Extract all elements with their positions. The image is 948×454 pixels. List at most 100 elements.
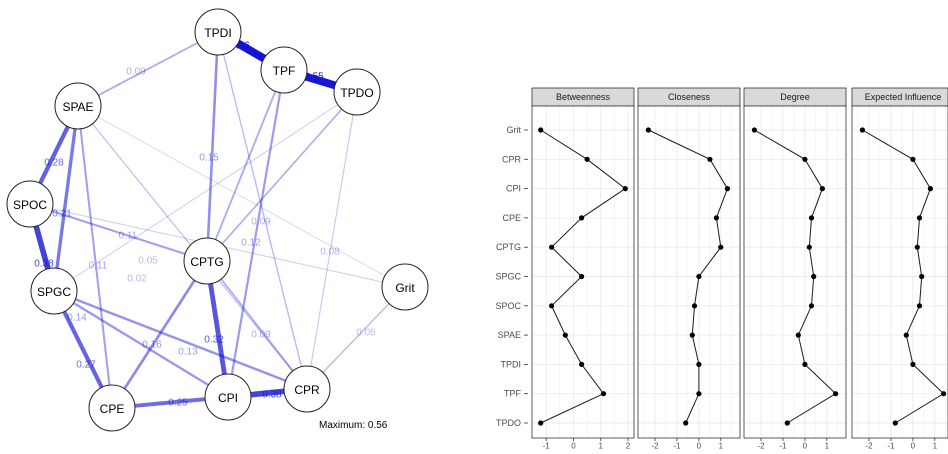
y-tick-label: CPI <box>506 184 521 194</box>
edge-label-cptg-cpr: 0.09 <box>251 330 271 341</box>
data-point <box>914 244 920 250</box>
node-label: CPE <box>100 402 125 416</box>
y-tick-label: SPOC <box>495 301 521 311</box>
edge-label-cptg-cpi: 0.32 <box>204 335 224 346</box>
edge-spae-spgc <box>52 105 80 292</box>
edge-label-grit-cpr: 0.06 <box>356 328 376 339</box>
node-label: SPGC <box>37 285 71 299</box>
x-tick-label: 0 <box>911 442 916 451</box>
edge-spae-cpe <box>76 105 114 409</box>
node-circle <box>194 8 242 56</box>
node-spae: SPAE <box>54 82 102 130</box>
panel-title: Closeness <box>668 92 711 102</box>
panel-background <box>852 106 948 438</box>
data-point <box>579 273 585 280</box>
data-point <box>579 215 585 221</box>
data-point <box>718 244 724 250</box>
x-tick-label: -2 <box>757 442 765 451</box>
edge-label-tpf-cpi: 0.12 <box>241 238 261 249</box>
data-point <box>600 391 607 397</box>
panel-background <box>532 106 634 438</box>
node-label: SPOC <box>13 198 47 212</box>
node-label: Grit <box>395 281 415 295</box>
edge-cptg-cpr <box>206 260 308 390</box>
panel-border <box>637 105 741 439</box>
data-point <box>562 332 568 338</box>
node-circle <box>333 68 381 116</box>
edge-grit-cpr <box>306 286 406 390</box>
edge-label-spoc-cptg: 0.11 <box>119 231 138 242</box>
edge-label-spae-spgc: 0.21 <box>52 209 72 220</box>
node-cptg: CPTG <box>183 237 231 285</box>
data-point <box>859 127 866 133</box>
node-label: TPF <box>273 64 296 78</box>
data-point <box>808 303 815 309</box>
data-point <box>916 303 923 309</box>
data-point <box>903 332 909 338</box>
edge-tpf-cpi <box>226 69 286 398</box>
node-tpdo: TPDO <box>333 68 381 116</box>
data-point <box>919 273 925 280</box>
node-circle <box>204 373 252 421</box>
data-point <box>724 186 731 192</box>
centrality-plot: Grit CPR CPI CPE CPTG SPGC SPOC SPAE TPDI TPF TPDO… <box>495 87 948 451</box>
data-point <box>811 273 817 280</box>
panel-border <box>851 105 948 439</box>
panel-expected-influence: Expected Influence -2 -1 0 1 <box>851 87 948 451</box>
edge-tpdi-spae <box>77 31 219 107</box>
node-circle <box>6 180 54 228</box>
x-tick-label: -2 <box>651 442 659 451</box>
data-point <box>696 391 702 397</box>
panel-border <box>743 105 847 439</box>
node-circle <box>183 237 231 285</box>
y-tick-label: TPDO <box>496 418 521 428</box>
maximum-label: Maximum: 0.56 <box>319 420 388 431</box>
node-cpe: CPE <box>88 384 136 432</box>
edge-label-spae-spoc: 0.28 <box>44 158 64 169</box>
y-tick-label: CPTG <box>496 242 521 252</box>
data-point <box>689 332 695 338</box>
network-nodes: TPDI TPF TPDO SPAE SPOC SPGC CPTG Grit CPE CPI CPR <box>6 8 429 432</box>
edge-label-tpdi-spae: 0.09 <box>126 67 146 78</box>
edge-label-spoc-spgc: 0.38 <box>34 259 54 270</box>
data-point <box>795 332 801 338</box>
panel-background <box>744 106 846 438</box>
x-tick-label: -1 <box>887 442 895 451</box>
edge-label-tpdi-cptg: 0.15 <box>199 153 219 164</box>
x-tick-label: -1 <box>543 442 551 451</box>
panel-degree: Degree -2 -1 0 1 <box>743 87 847 451</box>
edge-label-spae-cpe: 0.11 <box>89 261 108 272</box>
edge-spgc-cpi <box>53 290 229 398</box>
node-circle <box>54 82 102 130</box>
data-point <box>645 127 652 133</box>
panel-betweenness: Betweenness -1 0 1 2 <box>531 87 635 451</box>
edge-label-spae-grit: 0.02 <box>127 274 147 285</box>
data-point <box>819 186 826 192</box>
data-point <box>927 186 934 192</box>
x-tick-label: 1 <box>599 442 604 451</box>
data-point <box>538 420 544 426</box>
network-graph: 0.56 0.55 0.38 0.38 0.32 0.28 0.27 0.25 0.21 0.16… <box>6 8 429 432</box>
edge-label-tpdi-tpf: 0.56 <box>230 41 250 52</box>
edge-label-cpe-cpi: 0.25 <box>168 398 188 409</box>
data-point <box>691 303 698 309</box>
node-tpf: TPF <box>260 46 308 94</box>
x-tick-label: -1 <box>779 442 787 451</box>
edge-tpdi-cpr <box>217 31 308 390</box>
node-spoc: SPOC <box>6 180 54 228</box>
node-circle <box>88 384 136 432</box>
node-label: SPAE <box>62 100 93 114</box>
edge-tpdo-spgc <box>53 91 358 292</box>
edge-tpdo-cptg <box>206 91 358 262</box>
y-tick-label: CPE <box>502 213 521 223</box>
edge-label-spgc-cpe: 0.27 <box>76 360 96 371</box>
data-point <box>784 420 790 426</box>
edge-spgc-cpr <box>53 289 308 391</box>
node-grit: Grit <box>381 263 429 311</box>
x-tick-label: -2 <box>865 442 873 451</box>
data-point <box>549 303 555 309</box>
edge-label-spgc-cpr: 0.14 <box>67 313 87 324</box>
x-tick-label: 2 <box>626 442 631 451</box>
edge-tpdi-cptg <box>205 31 220 262</box>
